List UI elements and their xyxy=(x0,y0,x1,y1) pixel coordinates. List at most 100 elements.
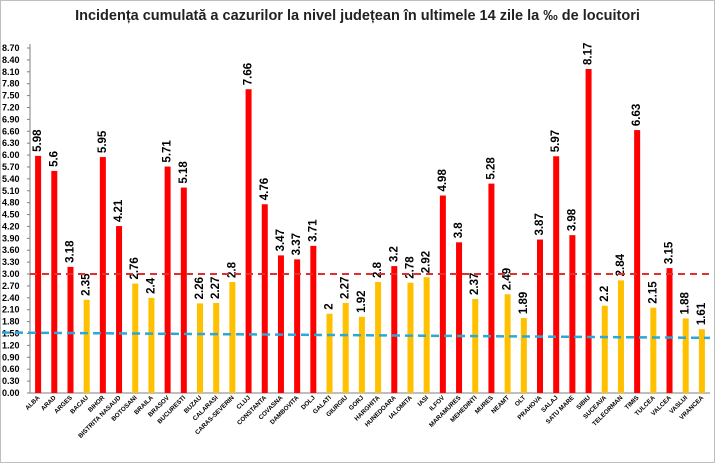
data-label: 4.21 xyxy=(113,199,125,222)
y-tick-label: 6.00 xyxy=(2,150,20,160)
bar-iasi xyxy=(423,277,430,393)
data-label: 2.15 xyxy=(647,281,659,304)
bar-mures xyxy=(488,183,495,393)
data-label: 4.76 xyxy=(259,178,271,200)
y-tick-label: 4.20 xyxy=(2,221,20,231)
data-label: 7.66 xyxy=(243,63,255,85)
data-label: 2.8 xyxy=(226,261,238,278)
bar-calarasi xyxy=(213,302,220,393)
data-label: 3.87 xyxy=(534,213,546,235)
y-tick-label: 6.60 xyxy=(2,126,20,136)
bar-vrancea xyxy=(698,329,705,393)
bar-bistrita-nasaud xyxy=(116,226,123,393)
data-label: 8.17 xyxy=(583,43,595,65)
data-label: 3.71 xyxy=(307,219,319,242)
bar-dambovita xyxy=(294,259,301,393)
y-tick-label: 7.50 xyxy=(2,91,20,101)
bar-ilfov xyxy=(439,195,446,393)
y-tick-label: 1.50 xyxy=(2,329,20,339)
bar-neamt xyxy=(504,294,511,393)
data-label: 2.26 xyxy=(194,277,206,299)
bar-caras-severin xyxy=(229,281,236,393)
y-tick-label: 7.80 xyxy=(2,79,20,89)
data-label: 1.61 xyxy=(696,302,708,325)
data-label: 3.15 xyxy=(664,241,676,264)
x-tick-label: BACAU xyxy=(69,394,90,415)
x-tick-label: IASI xyxy=(416,394,430,408)
data-label: 5.71 xyxy=(162,140,174,163)
y-tick-label: 5.40 xyxy=(2,174,20,184)
bar-prahova xyxy=(537,239,543,393)
bar-giurgiu xyxy=(342,302,349,393)
y-tick-label: 2.40 xyxy=(2,293,20,303)
bar-brasov xyxy=(164,166,171,393)
bar-covasna xyxy=(277,255,284,393)
data-label: 3.18 xyxy=(64,240,76,263)
x-tick-label: ALBA xyxy=(24,394,42,412)
bar-sibiu xyxy=(585,69,592,393)
bar-vaslui xyxy=(682,318,689,393)
y-tick-label: 0.30 xyxy=(2,376,20,386)
data-label: 4.98 xyxy=(437,169,449,192)
y-tick-label: 0.60 xyxy=(2,364,20,374)
y-tick-label: 2.10 xyxy=(2,305,20,315)
data-label: 1.89 xyxy=(518,292,530,314)
bar-timis xyxy=(634,130,641,393)
y-tick-label: 3.60 xyxy=(2,245,20,255)
data-label: 3.98 xyxy=(566,208,578,231)
y-tick-label: 0.90 xyxy=(2,352,20,362)
y-tick-label: 6.90 xyxy=(2,114,20,124)
data-label: 5.97 xyxy=(550,130,562,152)
bar-botosani xyxy=(132,283,139,393)
data-label: 5.95 xyxy=(97,130,109,153)
y-tick-label: 1.20 xyxy=(2,340,20,350)
y-tick-label: 5.70 xyxy=(2,162,20,172)
bar-buzau xyxy=(197,303,203,393)
data-label: 3.2 xyxy=(388,246,400,262)
data-label: 2.49 xyxy=(502,268,514,290)
bar-tulcea xyxy=(650,307,657,393)
y-tick-label: 5.10 xyxy=(2,186,20,196)
data-label: 3.37 xyxy=(291,233,303,255)
bar-hunedoara xyxy=(391,266,398,393)
bar-bacau xyxy=(83,299,90,393)
bar-galati xyxy=(326,313,333,393)
y-tick-label: 8.70 xyxy=(2,43,20,53)
bar-arges xyxy=(67,266,74,393)
bar-cluj xyxy=(245,89,252,393)
y-tick-label: 8.40 xyxy=(2,55,20,65)
bar-satu-mare xyxy=(569,235,576,393)
data-label: 2.78 xyxy=(404,256,416,279)
bar-mehedinti xyxy=(472,299,479,393)
y-tick-label: 2.70 xyxy=(2,281,20,291)
bar-bucuresti xyxy=(180,187,187,393)
y-tick-label: 1.80 xyxy=(2,317,20,327)
data-label: 2 xyxy=(324,303,336,309)
bar-dolj xyxy=(310,245,317,393)
data-label: 3.47 xyxy=(275,229,287,251)
data-label: 2.4 xyxy=(145,277,157,294)
y-tick-label: 8.10 xyxy=(2,67,20,77)
bar-gorj xyxy=(358,316,365,393)
bar-ialomita xyxy=(407,282,414,393)
bar-salaj xyxy=(553,156,560,393)
data-label: 2.92 xyxy=(421,251,433,273)
data-label: 2.37 xyxy=(469,273,481,295)
data-label: 3.8 xyxy=(453,222,465,239)
y-tick-label: 0.00 xyxy=(2,388,20,398)
data-label: 1.88 xyxy=(680,291,692,314)
data-label: 5.28 xyxy=(485,157,497,180)
x-tick-label: OLT xyxy=(514,394,528,408)
data-label: 6.63 xyxy=(631,104,643,126)
bar-braila xyxy=(148,297,155,393)
y-tick-label: 3.00 xyxy=(2,269,20,279)
data-label: 2.35 xyxy=(81,273,93,296)
chart-title: Incidența cumulată a cazurilor la nivel … xyxy=(75,8,640,24)
data-label: 1.92 xyxy=(356,290,368,312)
y-tick-label: 3.30 xyxy=(2,257,20,267)
y-tick-label: 4.80 xyxy=(2,198,20,208)
bar-constanta xyxy=(261,204,268,393)
data-label: 2.8 xyxy=(372,261,384,278)
y-tick-label: 6.30 xyxy=(2,138,20,148)
